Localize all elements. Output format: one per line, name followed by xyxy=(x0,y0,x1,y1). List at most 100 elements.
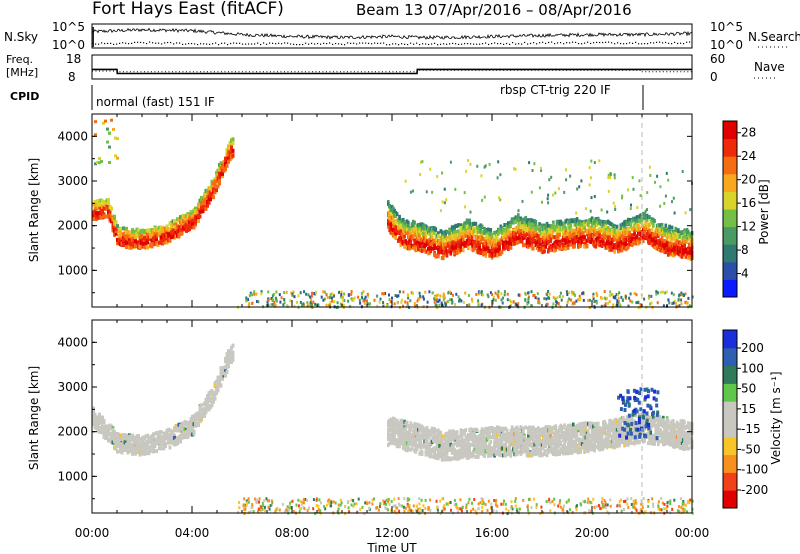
noise-search-point xyxy=(554,42,556,45)
echo-pixel xyxy=(536,292,539,296)
noise-search-point xyxy=(473,43,475,45)
noise-search-point xyxy=(329,42,331,44)
echo-pixel xyxy=(429,167,432,171)
echo-pixel xyxy=(662,290,664,294)
station-title: Fort Hays East (fitACF) xyxy=(92,0,284,19)
colorbar-tick-label: 8 xyxy=(741,243,749,257)
echo-pixel xyxy=(558,295,561,298)
noise-search-point xyxy=(608,41,610,43)
noise-search-point xyxy=(557,42,559,44)
echo-pixel xyxy=(609,172,612,176)
echo-pixel xyxy=(497,290,500,294)
echo-pixel xyxy=(671,200,673,204)
noise-search-point xyxy=(428,43,430,46)
echo-pixel xyxy=(508,240,511,245)
echo-pixel xyxy=(602,237,605,242)
noise-search-point xyxy=(551,41,553,43)
noise-search-point xyxy=(392,43,394,45)
echo-pixel xyxy=(94,120,97,124)
echo-pixel xyxy=(132,435,136,440)
echo-pixel xyxy=(628,296,631,300)
echo-pixel xyxy=(429,249,433,254)
echo-pixel xyxy=(383,292,385,296)
echo-pixel xyxy=(552,193,554,197)
echo-pixel xyxy=(589,209,592,213)
echo-pixel xyxy=(415,422,419,427)
echo-pixel xyxy=(297,294,300,298)
cpid-mode-2: rbsp CT-trig 220 IF xyxy=(500,83,611,97)
noise-search-point xyxy=(212,43,214,45)
noise-search-point xyxy=(563,43,565,45)
echo-pixel xyxy=(677,232,680,237)
noise-search-point xyxy=(110,42,112,44)
echo-pixel xyxy=(555,300,558,304)
echo-pixel xyxy=(342,303,345,307)
echo-pixel xyxy=(387,218,390,223)
echo-pixel xyxy=(183,220,187,225)
echo-pixel xyxy=(399,437,403,442)
echo-pixel xyxy=(107,201,110,205)
noise-search-point xyxy=(476,43,478,45)
echo-pixel xyxy=(452,236,455,241)
noise-search-point xyxy=(362,42,364,44)
echo-pixel xyxy=(409,421,413,426)
echo-pixel xyxy=(106,127,109,131)
echo-pixel xyxy=(119,226,122,231)
echo-pixel xyxy=(477,301,480,305)
echo-pixel xyxy=(450,291,452,295)
echo-pixel xyxy=(467,246,470,251)
echo-pixel xyxy=(391,296,393,300)
echo-pixel xyxy=(357,295,360,299)
noise-search-point xyxy=(524,41,526,44)
echo-pixel xyxy=(198,405,202,410)
colorbar-tick-label: 4 xyxy=(741,267,749,281)
echo-pixel xyxy=(396,294,399,298)
echo-pixel xyxy=(425,190,428,194)
echo-pixel xyxy=(228,149,232,154)
noise-search-point xyxy=(326,43,328,45)
echo-pixel xyxy=(353,296,356,300)
echo-pixel xyxy=(612,201,615,205)
echo-pixel xyxy=(390,440,394,445)
noise-search-point xyxy=(113,43,115,45)
echo-pixel xyxy=(500,292,503,296)
echo-pixel xyxy=(189,421,193,426)
echo-pixel xyxy=(635,234,639,239)
noise-search-point xyxy=(254,43,256,45)
noise-right-tick-top: 10^5 xyxy=(710,20,743,34)
echo-pixel xyxy=(443,187,446,191)
noise-search-point xyxy=(581,43,583,45)
echo-pixel xyxy=(578,294,581,298)
echo-pixel xyxy=(112,127,115,131)
echo-pixel xyxy=(595,299,598,303)
echo-pixel xyxy=(527,291,529,295)
echo-pixel xyxy=(150,445,154,450)
echo-pixel xyxy=(527,218,530,223)
echo-pixel xyxy=(452,238,455,243)
noise-left-tick-bottom: 10^0 xyxy=(52,38,85,52)
noise-search-point xyxy=(140,41,142,44)
echo-pixel xyxy=(477,250,480,255)
echo-pixel xyxy=(210,192,214,197)
echo-pixel xyxy=(562,243,565,248)
echo-pixel xyxy=(537,243,540,248)
noise-search-point xyxy=(641,43,643,45)
echo-pixel xyxy=(331,292,334,296)
echo-pixel xyxy=(155,237,158,242)
echo-pixel xyxy=(412,222,415,227)
colorbar-tick-label: 20 xyxy=(741,173,756,187)
noise-search-point xyxy=(419,43,421,46)
noise-search-point xyxy=(533,42,535,44)
echo-pixel xyxy=(524,291,527,295)
echo-pixel xyxy=(432,246,435,251)
echo-pixel xyxy=(578,185,581,189)
echo-pixel xyxy=(165,436,169,441)
noise-search-point xyxy=(359,42,361,44)
colorbar-segment xyxy=(723,191,737,210)
echo-pixel xyxy=(480,174,483,178)
echo-pixel xyxy=(338,290,340,294)
echo-pixel xyxy=(388,298,391,302)
echo-pixel xyxy=(309,295,312,299)
echo-pixel xyxy=(532,246,535,251)
noise-search-point xyxy=(497,43,499,45)
